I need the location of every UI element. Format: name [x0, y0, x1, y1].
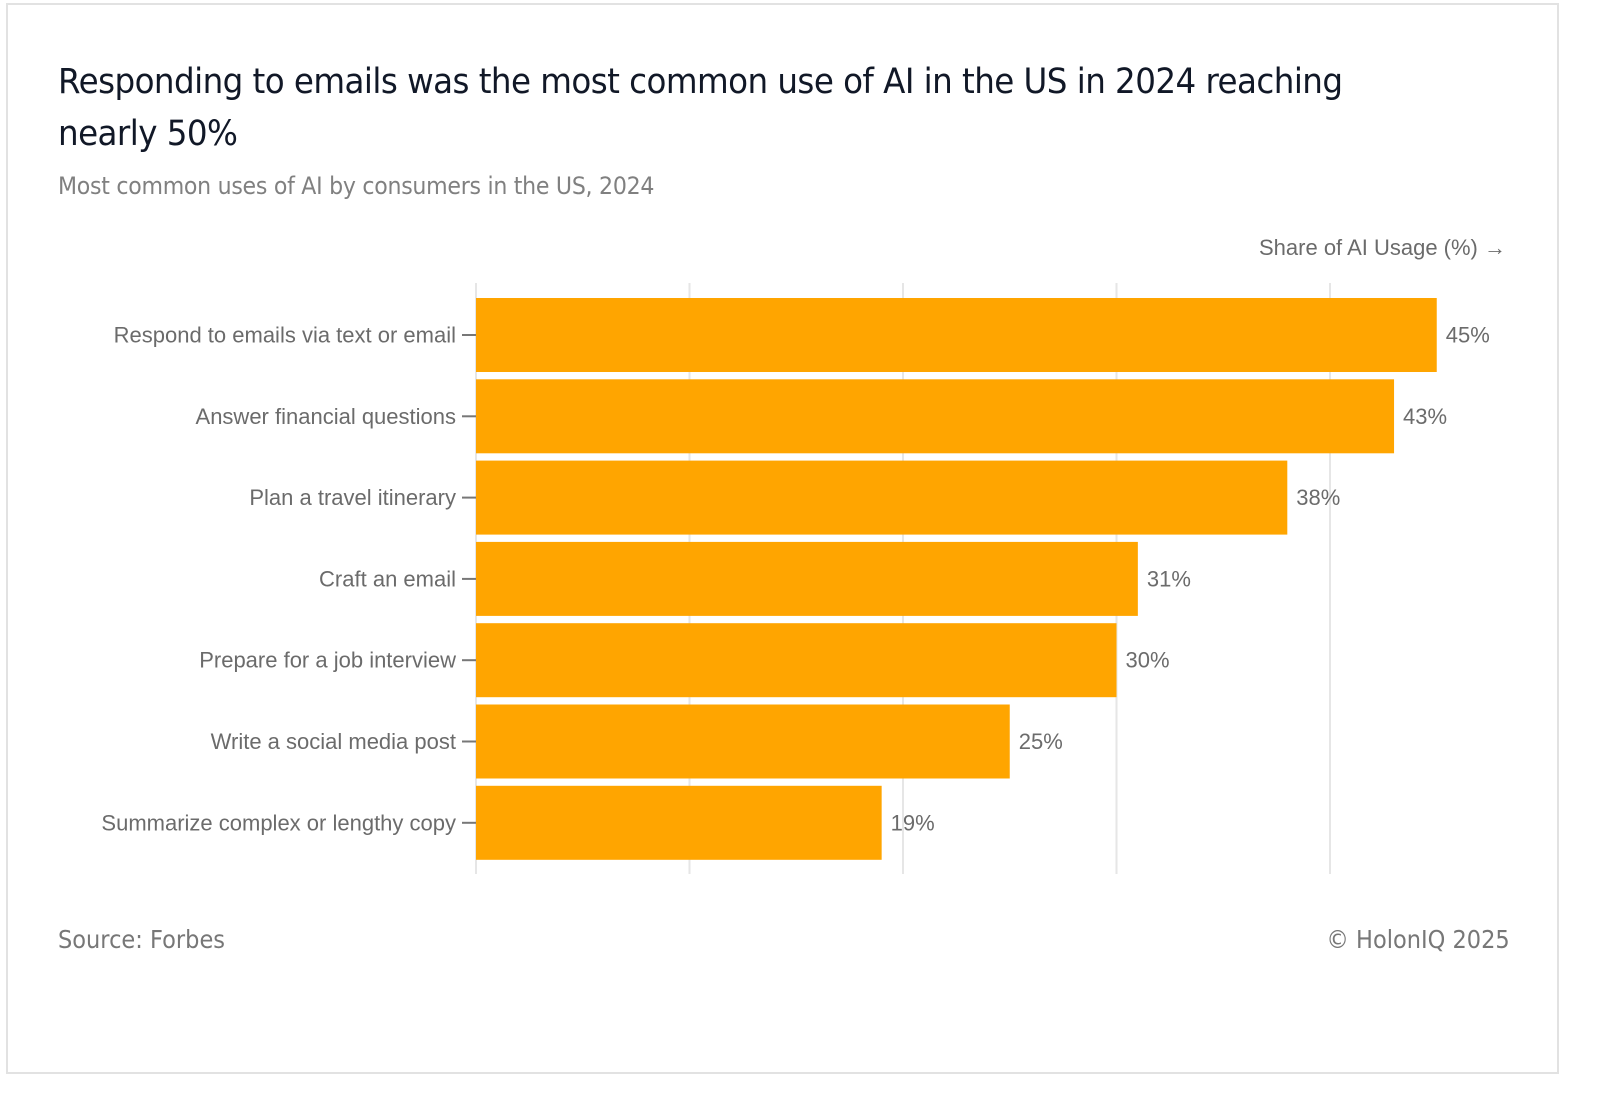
value-label-2: 43% — [1403, 404, 1447, 429]
bar-6 — [476, 704, 1010, 779]
value-label-3: 38% — [1296, 485, 1340, 510]
x-axis-title: Share of AI Usage (%) → — [1259, 235, 1506, 260]
chart-subtitle: Most common uses of AI by consumers in t… — [58, 172, 655, 200]
category-label-4: Craft an email — [319, 566, 456, 591]
copyright-note: © HolonIQ 2025 — [1326, 925, 1510, 954]
value-label-6: 25% — [1019, 729, 1063, 754]
category-label-2: Answer financial questions — [196, 404, 456, 429]
bar-5 — [476, 623, 1117, 698]
bar-7 — [476, 785, 882, 860]
source-note: Source: Forbes — [58, 925, 226, 954]
bar-3 — [476, 460, 1288, 535]
chart-title: Responding to emails was the most common… — [58, 62, 1343, 154]
bar-2 — [476, 379, 1395, 454]
bar-1 — [476, 298, 1437, 372]
bars — [476, 298, 1437, 860]
category-label-5: Prepare for a job interview — [199, 648, 456, 673]
value-label-4: 31% — [1147, 566, 1191, 591]
category-label-7: Summarize complex or lengthy copy — [101, 810, 456, 835]
category-label-6: Write a social media post — [211, 729, 456, 754]
value-labels: 45% 43% 38% 31% 30% 25% 19% — [891, 323, 1490, 836]
category-labels: Respond to emails via text or email Answe… — [101, 323, 476, 835]
value-label-1: 45% — [1446, 323, 1490, 348]
category-label-1: Respond to emails via text or email — [114, 323, 456, 348]
bar-4 — [476, 541, 1138, 616]
value-label-7: 19% — [891, 810, 935, 835]
value-label-5: 30% — [1126, 648, 1170, 673]
category-label-3: Plan a travel itinerary — [249, 485, 456, 510]
chart-card — [6, 3, 1559, 1074]
